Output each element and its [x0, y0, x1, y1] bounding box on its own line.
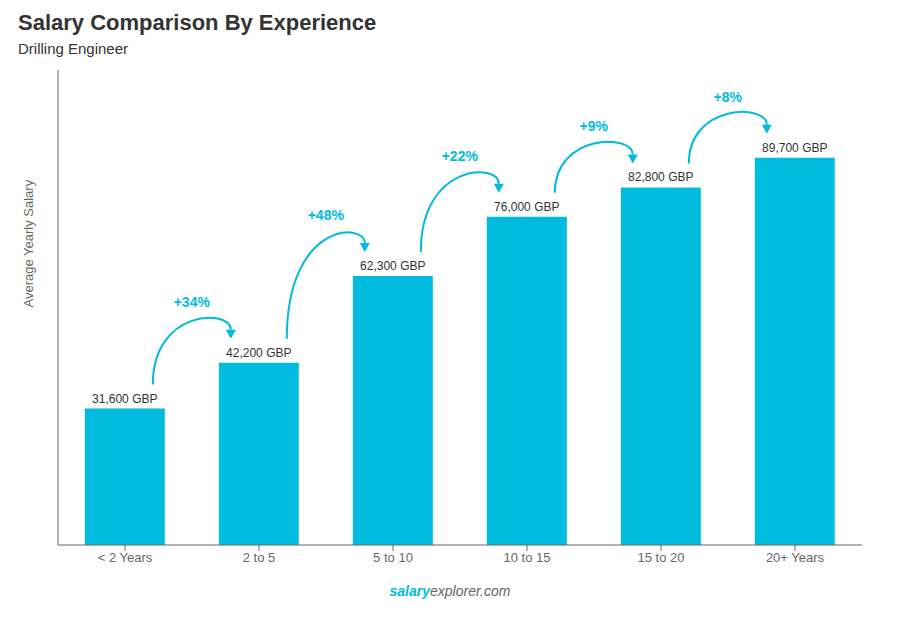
- svg-text:20+ Years: 20+ Years: [766, 550, 825, 565]
- svg-text:89,700 GBP: 89,700 GBP: [762, 141, 827, 155]
- svg-text:+22%: +22%: [442, 148, 479, 164]
- svg-text:15 to 20: 15 to 20: [638, 550, 685, 565]
- svg-text:+48%: +48%: [308, 207, 345, 223]
- svg-text:10 to 15: 10 to 15: [504, 550, 551, 565]
- svg-text:+34%: +34%: [174, 294, 211, 310]
- html-text:Salary Comparison By Experienc: Salary Comparison By Experience: [18, 10, 377, 35]
- svg-text:+8%: +8%: [714, 89, 743, 105]
- svg-text:Average Yearly Salary: Average Yearly Salary: [21, 179, 36, 307]
- svg-text:42,200 GBP: 42,200 GBP: [226, 346, 291, 360]
- svg-text:62,300 GBP: 62,300 GBP: [360, 259, 425, 273]
- html-text:Drilling Engineer: Drilling Engineer: [18, 40, 129, 57]
- svg-text:31,600 GBP: 31,600 GBP: [92, 392, 157, 406]
- html-text:salary explorer.com: salary explorer.com: [389, 583, 511, 599]
- svg-text:2 to 5: 2 to 5: [243, 550, 276, 565]
- svg-text:< 2 Years: < 2 Years: [98, 550, 153, 565]
- svg-text:82,800 GBP: 82,800 GBP: [628, 170, 693, 184]
- svg-text:+9%: +9%: [580, 118, 609, 134]
- svg-text:76,000 GBP: 76,000 GBP: [494, 200, 559, 214]
- svg-text:5 to 10: 5 to 10: [373, 550, 413, 565]
